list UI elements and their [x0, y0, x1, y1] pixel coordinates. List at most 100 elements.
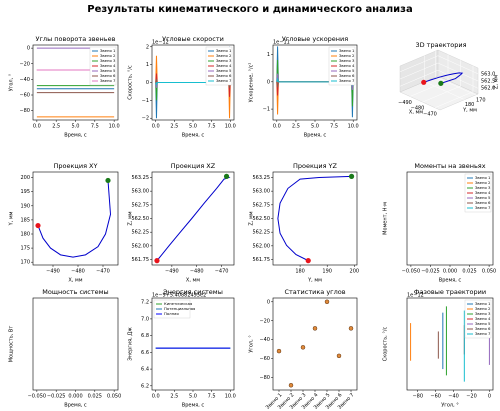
legend-label: Звено 7	[339, 78, 355, 83]
y-tick-label: 0	[146, 80, 149, 86]
axes-frame	[272, 297, 358, 391]
y-tick-label: −1	[142, 98, 149, 104]
legend-label: Звено 1	[100, 48, 116, 53]
subplot-title: Статистика углов	[284, 288, 345, 296]
x-tick-label: −470	[96, 269, 110, 275]
axes-frame	[32, 44, 119, 121]
y-axis-label: Энергия, Дж	[128, 327, 134, 361]
legend-label: Звено 1	[475, 175, 491, 180]
x-tick-label: 10.0	[225, 124, 236, 130]
y-tick-label: 562.00	[132, 243, 150, 249]
y-axis-label: Скорость, °/с	[383, 326, 389, 361]
x-tick-label: 5.0	[72, 124, 80, 130]
y-tick-label: −80	[19, 108, 30, 114]
y-axis-label: Y, мм	[462, 108, 477, 114]
x-tick-label: 7.5	[208, 394, 216, 400]
end-marker	[348, 173, 355, 179]
legend-label: Звено 6	[100, 73, 116, 78]
plot-area	[273, 172, 357, 265]
y-tick-label: −60	[19, 93, 30, 99]
y-tick-label: 562.75	[253, 202, 271, 208]
x-tick-label: 0.050	[107, 394, 121, 400]
x-axis-label: Угол, °	[441, 403, 459, 409]
x-axis-label: Время, с	[304, 133, 327, 139]
x-tick-label: −0.025	[421, 269, 440, 275]
subplot-title: Проекция XZ	[171, 162, 216, 170]
legend-label: Звено 3	[339, 58, 355, 63]
z-tick-label: 562.0	[481, 86, 495, 92]
legend-label: Звено 6	[475, 200, 491, 205]
x-tick-label: 7.5	[91, 124, 99, 130]
y-axis-label: Скорость, °/с	[128, 65, 134, 100]
y-tick-label: −40	[19, 77, 30, 83]
legend-label: Звено 2	[216, 53, 232, 58]
x-tick-label: 2.5	[170, 124, 178, 130]
y-tick-label: 563.00	[132, 189, 150, 195]
y-tick-label: 562.50	[253, 216, 271, 222]
end-marker	[223, 173, 230, 179]
subplot-title: Угловые ускорения	[282, 35, 348, 43]
legend-label: Звено 4	[216, 63, 232, 68]
y-tick-label: 6.6	[141, 350, 149, 356]
legend-label: Звено 6	[216, 73, 232, 78]
y-tick-label: 562.75	[132, 202, 150, 208]
point	[324, 299, 330, 305]
y-tick-label: 7.0	[141, 316, 149, 322]
x-tick-label: −0.050	[28, 394, 47, 400]
y-tick-label: 170	[20, 260, 30, 266]
x-axis-label: Y, мм	[307, 278, 322, 284]
grid-line	[399, 69, 479, 89]
x-tick-label: 0.0	[152, 124, 160, 130]
y-tick-label: 6.4	[141, 367, 149, 373]
z-axis-label: Z, мм	[494, 75, 500, 89]
x-tick-label: 0.000	[68, 394, 82, 400]
legend-label: Звено 5	[475, 321, 491, 326]
legend-label: Звено 3	[475, 185, 491, 190]
x-tick-label: −80	[412, 394, 423, 400]
y-tick-label: 7.2	[141, 300, 149, 306]
grid-line	[399, 62, 479, 82]
axes-frame	[151, 171, 235, 266]
y-tick-label: 563.00	[253, 189, 271, 195]
axes-frame	[151, 297, 235, 391]
offset-label: 1e−12	[152, 40, 169, 46]
start-marker	[35, 222, 41, 229]
y-tick-label: 180	[20, 232, 30, 238]
start-marker	[305, 258, 311, 264]
y-tick-label: 200	[20, 175, 30, 181]
x-tick-label: 180	[295, 269, 305, 275]
y-tick-label: 562.25	[253, 230, 271, 236]
y-tick-label: −80	[259, 375, 270, 381]
x-tick-label: −470	[423, 111, 437, 117]
x-tick-label: −0.050	[402, 269, 421, 275]
y-tick-label: 562.50	[132, 216, 150, 222]
legend-label: Звено 5	[100, 68, 116, 73]
legend-label: Звено 6	[339, 73, 355, 78]
y-axis-label: Z, мм	[128, 211, 134, 225]
grid-line	[435, 50, 476, 96]
x-tick-label: 0.025	[88, 394, 102, 400]
x-tick-label: 5.0	[189, 394, 197, 400]
x-tick-label: 2.5	[292, 124, 300, 130]
y-tick-label: 1	[267, 52, 270, 58]
x-tick-label: 0.050	[482, 269, 496, 275]
x-axis-label: Время, с	[64, 403, 87, 409]
y-tick-label: −1	[263, 107, 270, 113]
y-axis-label: Момент, Н·м	[383, 202, 389, 235]
x-tick-label: −470	[215, 269, 229, 275]
x-axis-label: Время, с	[182, 133, 205, 139]
x-tick-label: −490	[46, 269, 60, 275]
plot-area	[273, 298, 357, 390]
x-tick-label: −60	[430, 394, 441, 400]
x-tick-label: 2.5	[52, 124, 60, 130]
subplot-title: Мощность системы	[42, 288, 108, 296]
y-axis-label: Ускорение, °/с²	[249, 63, 255, 103]
x-tick-label: −490	[165, 269, 179, 275]
y-tick-label: 0	[267, 299, 270, 305]
y-tick-label: 562.00	[253, 243, 271, 249]
y-tick-label: −20	[259, 318, 270, 324]
x-tick-label: 0.025	[462, 269, 476, 275]
start-marker	[154, 258, 160, 264]
subplot-title: Углы поворота звеньев	[36, 35, 116, 43]
x-tick-label: 10.0	[225, 394, 236, 400]
